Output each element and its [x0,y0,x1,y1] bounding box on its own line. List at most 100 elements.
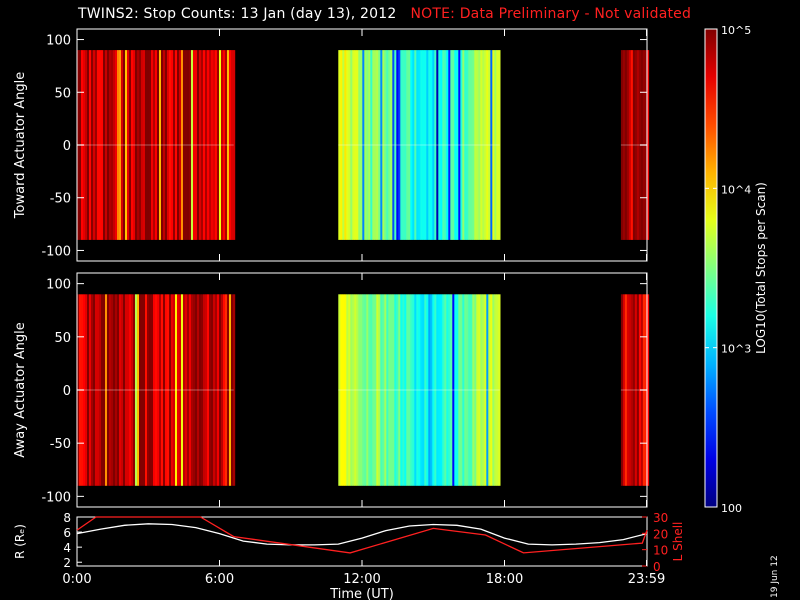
heatmap-column [161,294,164,486]
y-tick-label-away: -50 [50,437,71,452]
heatmap-column [165,50,168,240]
title-note: NOTE: Data Preliminary - Not validated [410,6,692,22]
heatmap-column [626,50,630,240]
heatmap-column [474,50,477,240]
heatmap-column [646,50,650,240]
heatmap-column [372,294,375,486]
heatmap-column [149,294,152,486]
heatmap-column [400,50,403,240]
right-tick-label: 10 [653,544,668,558]
heatmap-column [131,294,134,486]
y-tick-label-toward: -50 [50,192,71,207]
x-tick-label: 6:00 [205,572,234,587]
heatmap-column [406,50,409,240]
heatmap-column [89,294,92,486]
heatmap-column [85,50,88,240]
heatmap-column [133,50,136,240]
heatmap-column [187,294,190,486]
left-tick-label: 4 [63,541,71,555]
heatmap-column [436,294,439,486]
heatmap-column [189,294,192,486]
heatmap-column [412,50,415,240]
heatmap-column [205,50,208,240]
heatmap-column [117,294,120,486]
heatmap-column [107,50,110,240]
heatmap-column [448,294,451,486]
heatmap-column [169,294,172,486]
heatmap-column [462,294,465,486]
heatmap-column [129,294,132,486]
heatmap-column [135,294,138,486]
heatmap-column [498,294,501,486]
heatmap-column [89,50,92,240]
heatmap-column [101,294,104,486]
heatmap-column [127,294,130,486]
heatmap-column [438,50,441,240]
zero-band [338,144,500,146]
heatmap-column [376,294,379,486]
heatmap-column [105,50,108,240]
heatmap-column [177,50,180,240]
lshell-series-line [76,516,648,554]
heatmap-column [408,50,411,240]
heatmap-column [175,294,178,486]
heatmap-column [370,294,373,486]
heatmap-column [137,50,140,240]
heatmap-column [173,294,176,486]
heatmap-column [620,294,624,486]
heatmap-column [340,294,343,486]
heatmap-column [406,294,409,486]
heatmap-column [620,50,624,240]
y-tick-label-away: 0 [63,384,71,399]
heatmap-column [414,50,417,240]
heatmap-column [422,50,425,240]
heatmap-column [231,50,234,240]
heatmap-column [630,294,634,486]
heatmap-column [360,50,363,240]
heatmap-column [622,294,626,486]
heatmap-column [145,294,148,486]
heatmap-column [221,294,224,486]
heatmap-column [203,50,206,240]
heatmap-column [434,50,437,240]
heatmap-column [492,294,495,486]
heatmap-column [470,50,473,240]
heatmap-column [628,50,632,240]
colorbar-tick-label: 10^3 [721,343,751,356]
heatmap-column [492,50,495,240]
heatmap-column [384,50,387,240]
heatmap-column [472,50,475,240]
y-tick-label-toward: -100 [41,244,71,259]
x-tick-label: 18:00 [486,572,523,587]
heatmap-column [442,294,445,486]
heatmap-column [169,50,172,240]
heatmap-column [225,294,228,486]
heatmap-column [225,50,228,240]
y-tick-label-away: -100 [41,490,71,505]
heatmap-column [624,50,628,240]
heatmap-column [400,294,403,486]
heatmap-column [143,294,146,486]
heatmap-column [458,50,461,240]
heatmap-column [354,294,357,486]
heatmap-column [388,50,391,240]
heatmap-column [390,294,393,486]
right-tick-label: 0 [653,560,661,574]
heatmap-column [398,50,401,240]
heatmap-column [153,50,156,240]
colorbar-tick-label: 100 [721,502,742,515]
heatmap-column [163,50,166,240]
heatmap-column [350,294,353,486]
heatmap-column [125,50,128,240]
heatmap-column [460,50,463,240]
heatmap-column [123,50,126,240]
heatmap-column [219,294,222,486]
heatmap-column [183,50,186,240]
heatmap-column [442,50,445,240]
heatmap-column [384,294,387,486]
heatmap-column [99,294,102,486]
heatmap-column [193,50,196,240]
heatmap-column [227,50,230,240]
heatmap-column [151,294,154,486]
heatmap-column [85,294,88,486]
